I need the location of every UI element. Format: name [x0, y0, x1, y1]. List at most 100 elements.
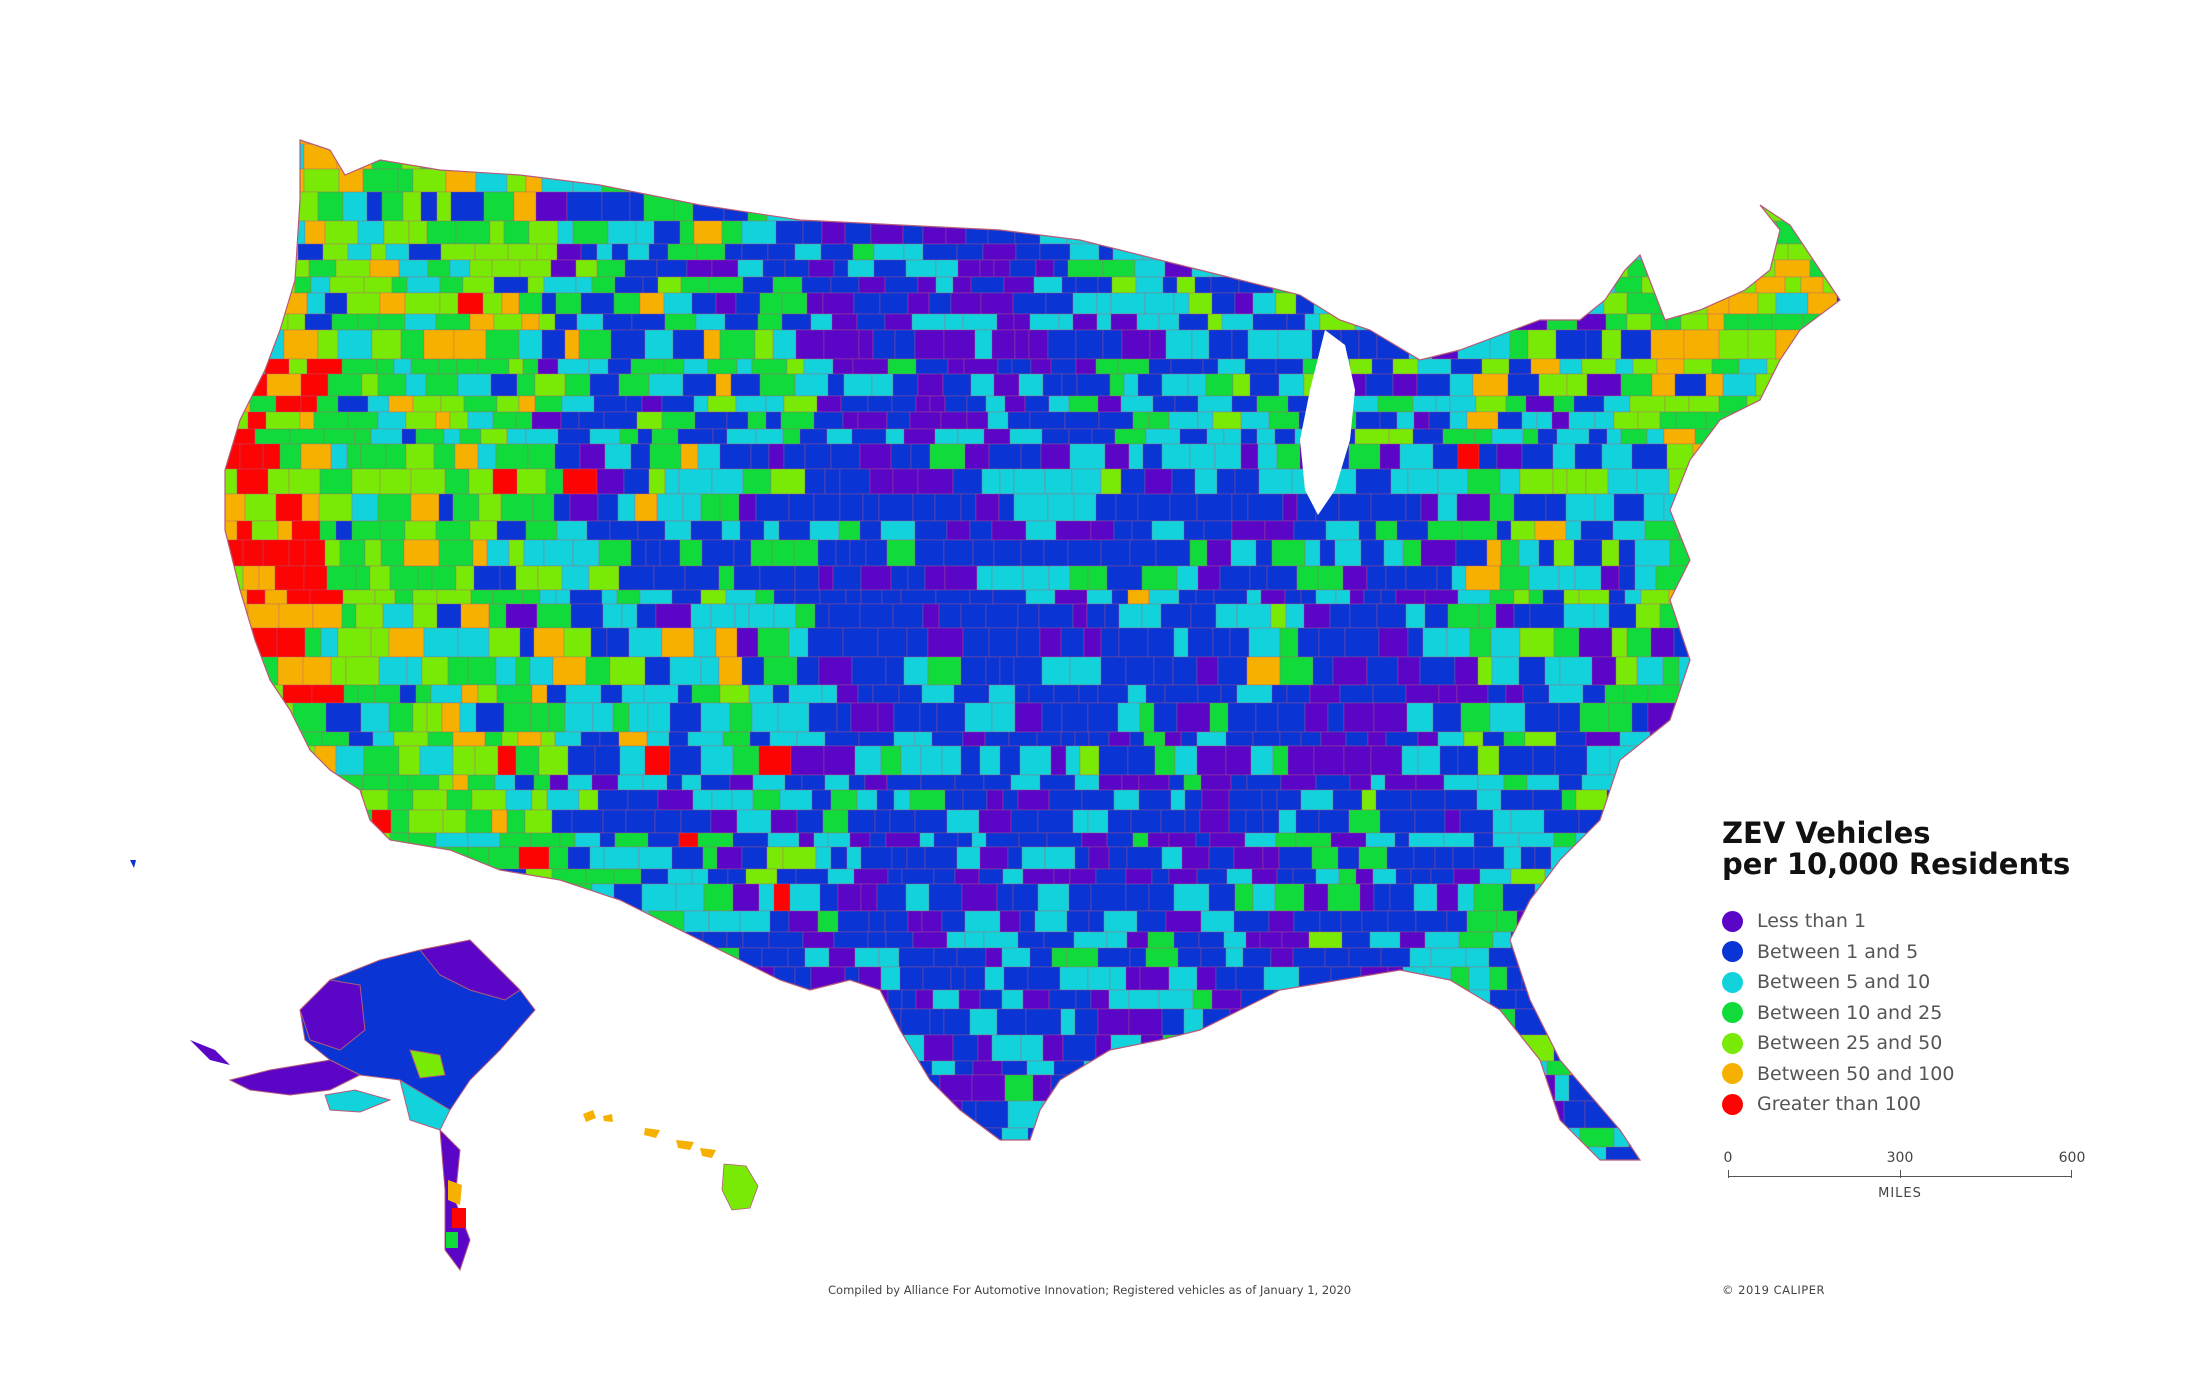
county-tile: [1528, 565, 1560, 591]
county-tile: [1054, 589, 1088, 605]
county-tile: [1816, 329, 1838, 360]
county-tile: [783, 395, 818, 413]
county-tile: [1206, 191, 1232, 222]
county-tile: [1281, 931, 1310, 949]
county-tile: [1776, 774, 1800, 791]
county-tile: [1140, 1034, 1164, 1062]
county-tile: [1097, 947, 1131, 968]
county-tile: [805, 1008, 828, 1036]
county-tile: [759, 565, 796, 591]
county-tile: [1337, 168, 1355, 193]
county-tile: [1295, 809, 1320, 834]
county-tile: [303, 168, 340, 193]
county-tile: [1358, 1074, 1379, 1102]
county-tile: [1441, 1127, 1476, 1148]
county-tile: [1490, 627, 1521, 658]
county-tile: [892, 373, 919, 397]
county-tile: [1644, 1008, 1664, 1036]
county-tile: [508, 358, 524, 375]
county-tile: [1822, 656, 1840, 686]
county-tile: [259, 292, 279, 315]
county-tile: [1546, 313, 1578, 331]
county-tile: [1078, 684, 1099, 704]
county-tile: [901, 989, 917, 1010]
county-tile: [739, 520, 765, 541]
county-tile: [1148, 589, 1180, 605]
county-tile: [827, 868, 855, 885]
county-tile: [682, 373, 717, 397]
county-tile: [1718, 329, 1749, 360]
county-tile: [1513, 603, 1531, 629]
county-tile: [824, 731, 860, 747]
county-tile: [388, 774, 409, 791]
county-tile: [1400, 1100, 1420, 1129]
county-tile: [877, 1074, 901, 1102]
county-tile: [1291, 140, 1310, 145]
county-tile: [964, 1146, 995, 1160]
county-tile: [281, 243, 299, 261]
county-tile: [1378, 168, 1403, 193]
county-tile: [1436, 883, 1459, 912]
county-tile: [513, 191, 537, 222]
county-tile: [1666, 868, 1683, 885]
county-tile: [1260, 1008, 1288, 1036]
county-tile: [1220, 684, 1238, 704]
county-tile: [1534, 520, 1567, 541]
county-tile: [230, 846, 249, 870]
county-tile: [334, 1127, 351, 1148]
county-tile: [750, 539, 773, 567]
county-tile: [796, 656, 820, 686]
county-tile: [225, 684, 236, 704]
county-tile: [1649, 731, 1686, 747]
county-tile: [1556, 947, 1574, 968]
county-tile: [225, 789, 244, 811]
county-tile: [422, 1127, 441, 1148]
county-tile: [810, 313, 833, 331]
county-tile: [823, 745, 856, 776]
county-tile: [884, 313, 913, 331]
county-tile: [801, 774, 826, 791]
county-tile: [246, 243, 283, 261]
county-tile: [1295, 832, 1332, 848]
county-tile: [1728, 656, 1756, 686]
county-tile: [993, 259, 1011, 278]
county-tile: [1211, 292, 1236, 315]
county-tile: [408, 220, 428, 245]
county-tile: [1319, 910, 1342, 933]
county-tile: [405, 883, 433, 912]
county-tile: [1608, 589, 1626, 605]
county-tile: [624, 168, 652, 193]
county-tile: [1276, 868, 1294, 885]
county-tile: [316, 774, 337, 791]
county-tile: [1671, 809, 1704, 834]
county-tile: [846, 1034, 875, 1062]
county-tile: [1472, 373, 1509, 397]
county-tile: [1279, 656, 1314, 686]
county-tile: [799, 191, 825, 222]
county-tile: [515, 565, 539, 591]
county-tile: [1500, 539, 1520, 567]
county-tile: [1154, 745, 1176, 776]
county-tile: [1797, 168, 1821, 193]
county-tile: [1132, 832, 1149, 848]
county-tile: [845, 589, 862, 605]
county-tile: [508, 539, 525, 567]
county-tile: [1130, 809, 1162, 834]
county-tile: [850, 702, 879, 733]
county-tile: [1394, 832, 1410, 848]
county-tile: [1435, 140, 1457, 145]
county-tile: [609, 520, 639, 541]
county-tile: [1252, 883, 1276, 912]
lower48-outline: [224, 139, 1841, 1161]
county-tile: [1280, 191, 1306, 222]
county-tile: [1681, 702, 1701, 733]
county-tile: [1767, 684, 1798, 704]
county-tile: [1319, 539, 1336, 567]
county-tile: [790, 140, 810, 145]
county-tile: [881, 589, 902, 605]
county-tile: [594, 1074, 624, 1102]
county-tile: [1095, 493, 1117, 522]
county-tile: [1407, 468, 1439, 495]
county-tile: [399, 931, 417, 949]
county-tile: [999, 656, 1015, 686]
